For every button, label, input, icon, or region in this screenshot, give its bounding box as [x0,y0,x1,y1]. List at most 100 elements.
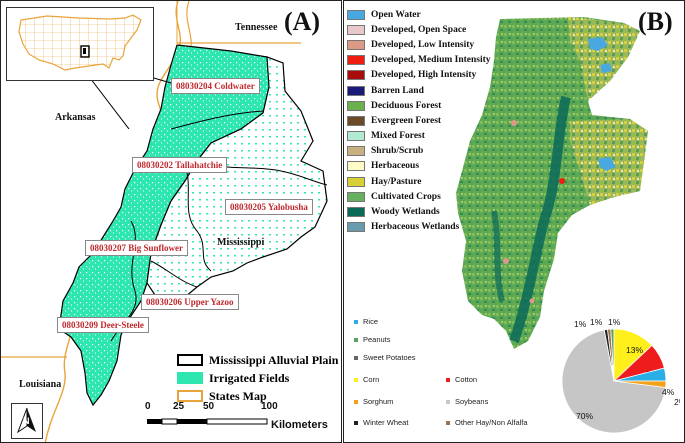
legend-swatch [347,100,365,111]
panel-b-land-cover-map: (B) Open Water Developed, Open Space Devel… [343,0,685,443]
land-cover-legend-item: Herbaceous [347,159,491,174]
land-cover-legend-item: Developed, Medium Intensity [347,53,491,68]
state-label-mississippi: Mississippi [217,237,265,248]
land-cover-legend-item: Developed, High Intensity [347,68,491,83]
crop-pie-chart: 70%1%1%1%13%8%4%2% [561,317,680,434]
state-label-louisiana: Louisiana [19,379,62,390]
legend-swatch [347,176,365,187]
panel-b-letter: (B) [638,7,673,36]
legend-label: Hay/Pasture [371,176,422,187]
huc-label-deer-steele: 08030209 Deer-Steele [57,317,149,333]
crop-legend-item: Soybeans [446,397,488,406]
legend-label: States Map [209,388,267,403]
crop-legend-marker [446,420,450,425]
state-label-tennessee: Tennessee [235,22,278,33]
crop-legend-item: Sweet Potatoes [354,353,416,362]
watershed-boundary [180,158,212,272]
hills-area [568,17,640,101]
crop-legend-marker [354,355,358,360]
lake-sardis [588,37,608,51]
legend-swatch [347,85,365,96]
huc-label-tallahatchie: 08030202 Tallahatchie [132,157,228,173]
land-cover-legend-item: Barren Land [347,83,491,98]
legend-swatch [347,115,365,126]
legend-swatch [347,191,365,202]
crop-legend-marker [446,399,450,404]
legend-swatch [347,207,365,218]
legend-swatch [347,222,365,233]
scale-bar [147,414,273,425]
legend-swatch [347,39,365,50]
watershed-boundary [150,260,198,288]
crop-legend-item: Sorghum [354,397,393,406]
scale-tick-100: 100 [261,401,278,412]
crop-legend-label: Corn [363,375,380,384]
legend-label: Mississippi Alluvial Plain [209,352,339,367]
legend-label: Open Water [371,9,421,20]
land-cover-legend-item: Developed, Low Intensity [347,37,491,52]
crop-legend-item: Cotton [446,375,477,384]
legend-label: Developed, High Intensity [371,70,477,81]
land-cover-legend-item: Woody Wetlands [347,204,491,219]
pie-label: 1% [590,317,603,327]
crop-legend-marker [446,377,450,382]
legend-label: Barren Land [371,85,424,96]
legend-label: Herbaceous [371,161,420,172]
land-cover-legend-item: Herbaceous Wetlands [347,220,491,235]
crop-legend-item: Winter Wheat [354,418,408,427]
crop-legend-marker [354,399,358,404]
crop-legend-item: Other Hay/Non Alfalfa [446,418,528,427]
legend-label: Shrub/Scrub [371,146,424,157]
us-outline-icon [18,14,142,71]
crop-legend-label: Sorghum [363,397,394,406]
land-cover-legend-item: Developed, Open Space [347,22,491,37]
land-cover-legend-item: Mixed Forest [347,129,491,144]
crop-legend-label: Soybeans [455,397,489,406]
woody-wetlands-streak [509,95,571,343]
crop-legend-label: Rice [363,317,379,326]
scale-tick-50: 50 [203,401,215,412]
pie-label: 1% [574,319,587,329]
legend-label: Mixed Forest [371,131,425,142]
legend-label: Evergreen Forest [371,115,442,126]
legend-label: Deciduous Forest [371,100,442,111]
lake-enid [600,63,612,73]
legend-label: Developed, Medium Intensity [371,55,491,66]
huc-label-upper-yazoo: 08030206 Upper Yazoo [141,294,239,310]
pie-label: 2% [674,397,680,407]
crop-legend-label: Peanuts [363,335,391,344]
crop-legend-marker [354,420,358,425]
huc-label-big-sunflower: 08030207 Big Sunflower [85,240,189,256]
lake-grenada [598,157,616,171]
svg-text:N: N [23,416,30,426]
panel-a-legend: Mississippi Alluvial Plain Irrigated Fie… [177,351,338,405]
huc-label-coldwater: 08030204 Coldwater [171,78,260,94]
panel-b-map-canvas [456,17,648,349]
pie-label: 13% [626,345,643,355]
north-arrow-icon: N [11,403,43,439]
legend-swatch [347,24,365,35]
legend-swatch [347,131,365,142]
legend-swatch [347,146,365,157]
legend-label: Developed, Open Space [371,24,467,35]
legend-label: Woody Wetlands [371,207,440,218]
legend-item-alluvial-plain: Mississippi Alluvial Plain [177,351,338,369]
pie-label: 1% [608,317,621,327]
scale-tick-0: 0 [145,401,151,412]
legend-swatch [177,354,203,366]
panel-a-irrigated-map: (A) Tennessee Arkansas Mississippi Louis… [0,0,342,443]
scale-unit: Kilometers [271,419,328,431]
legend-item-states: States Map [177,387,338,405]
crop-legend-item: Peanuts [354,335,391,344]
legend-item-irrigated: Irrigated Fields [177,369,338,387]
legend-label: Irrigated Fields [209,370,290,385]
us-inset-map [6,7,154,81]
huc-label-yalobusha: 08030205 Yalobusha [225,199,313,215]
legend-swatch [177,372,203,384]
crop-legend-label: Other Hay/Non Alfalfa [455,418,528,427]
legend-swatch [347,55,365,66]
legend-label: Developed, Low Intensity [371,39,475,50]
land-cover-legend-item: Hay/Pasture [347,174,491,189]
legend-swatch [347,9,365,20]
pie-label: 4% [662,387,675,397]
